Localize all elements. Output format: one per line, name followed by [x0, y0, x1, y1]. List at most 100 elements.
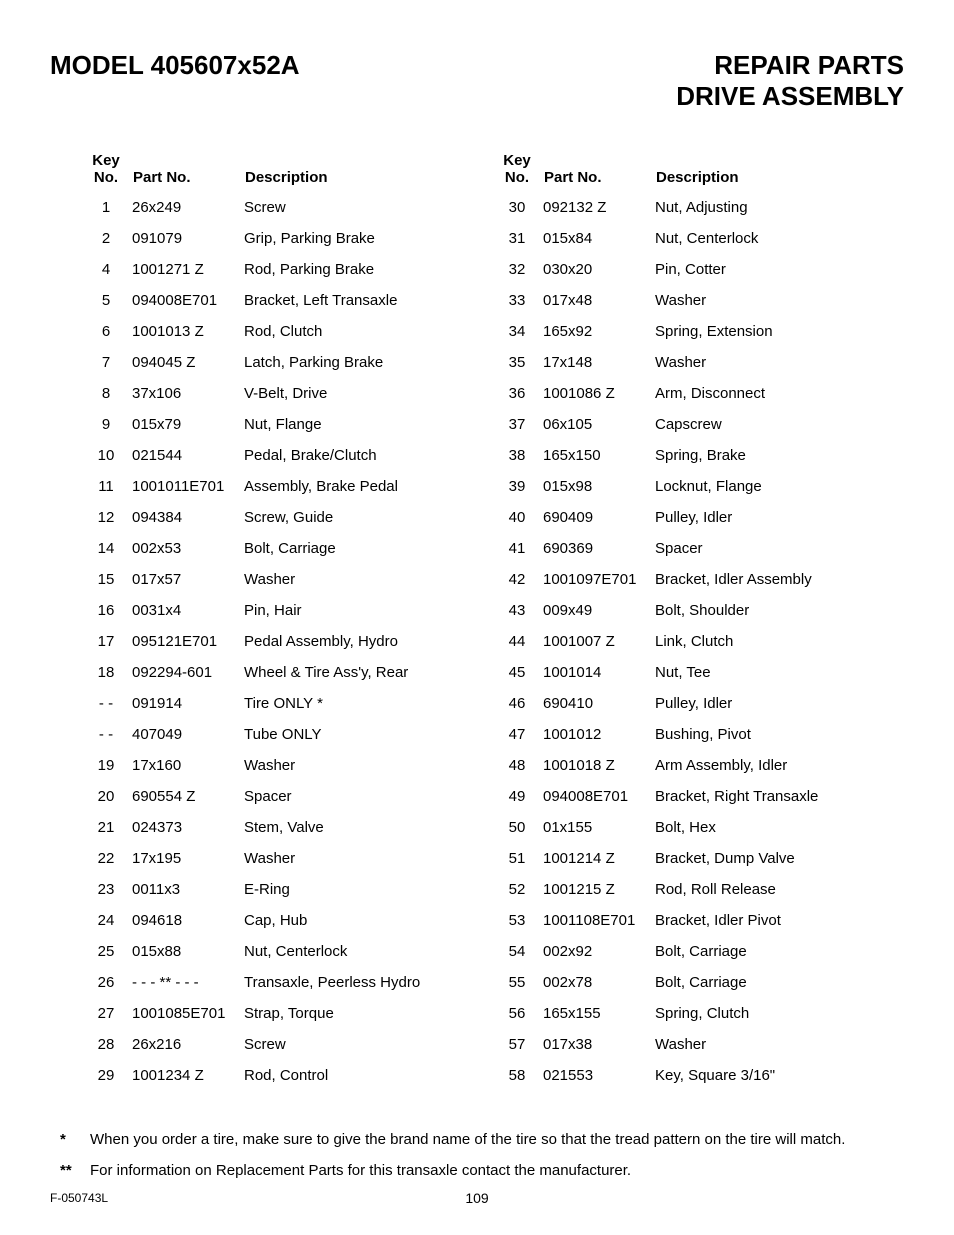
cell-description: Rod, Control	[244, 1060, 463, 1091]
cell-part-no: 1001018 Z	[543, 750, 655, 781]
cell-part-no: 1001214 Z	[543, 843, 655, 874]
table-row: 32030x20Pin, Cotter	[491, 254, 874, 285]
cell-key-no: 47	[491, 719, 543, 750]
cell-key-no: 26	[80, 967, 132, 998]
table-row: 55002x78Bolt, Carriage	[491, 967, 874, 998]
cell-key-no: 21	[80, 812, 132, 843]
table-row: 24094618Cap, Hub	[80, 905, 463, 936]
table-row: 3517x148Washer	[491, 347, 874, 378]
cell-description: Rod, Roll Release	[655, 874, 874, 905]
cell-description: Washer	[244, 843, 463, 874]
table-row: 15017x57Washer	[80, 564, 463, 595]
cell-key-no: 14	[80, 533, 132, 564]
cell-description: Screw	[244, 1029, 463, 1060]
parts-column-right: KeyNo. Part No. Description 30092132 ZNu…	[491, 152, 874, 1091]
cell-description: Screw, Guide	[244, 502, 463, 533]
parts-table-left: KeyNo. Part No. Description 126x249Screw…	[80, 152, 463, 1091]
table-row: 43009x49Bolt, Shoulder	[491, 595, 874, 626]
cell-description: Bolt, Carriage	[655, 936, 874, 967]
table-row: 58021553Key, Square 3/16"	[491, 1060, 874, 1091]
cell-description: Stem, Valve	[244, 812, 463, 843]
cell-key-no: 10	[80, 440, 132, 471]
cell-key-no: 45	[491, 657, 543, 688]
cell-part-no: 165x92	[543, 316, 655, 347]
footnote-text: When you order a tire, make sure to give…	[90, 1131, 845, 1148]
cell-description: Locknut, Flange	[655, 471, 874, 502]
cell-part-no: 06x105	[543, 409, 655, 440]
cell-part-no: 1001086 Z	[543, 378, 655, 409]
table-row: 40690409Pulley, Idler	[491, 502, 874, 533]
cell-key-no: 35	[491, 347, 543, 378]
cell-part-no: 1001013 Z	[132, 316, 244, 347]
cell-part-no: 094045 Z	[132, 347, 244, 378]
cell-description: Nut, Flange	[244, 409, 463, 440]
table-row: 7094045 ZLatch, Parking Brake	[80, 347, 463, 378]
cell-key-no: 42	[491, 564, 543, 595]
cell-key-no: 18	[80, 657, 132, 688]
cell-key-no: 27	[80, 998, 132, 1029]
cell-description: Nut, Tee	[655, 657, 874, 688]
cell-part-no: 26x216	[132, 1029, 244, 1060]
cell-description: Washer	[655, 285, 874, 316]
section-title-line1: REPAIR PARTS	[676, 50, 904, 81]
table-row: 61001013 ZRod, Clutch	[80, 316, 463, 347]
cell-part-no: 091914	[132, 688, 244, 719]
cell-key-no: 50	[491, 812, 543, 843]
cell-description: Screw	[244, 192, 463, 223]
cell-part-no: 26x249	[132, 192, 244, 223]
table-row: 46690410Pulley, Idler	[491, 688, 874, 719]
table-row: 531001108E701Bracket, Idler Pivot	[491, 905, 874, 936]
cell-part-no: 021553	[543, 1060, 655, 1091]
cell-description: Bracket, Dump Valve	[655, 843, 874, 874]
cell-description: Bolt, Carriage	[655, 967, 874, 998]
col-header-desc: Description	[244, 152, 463, 192]
cell-key-no: 56	[491, 998, 543, 1029]
table-header-row: KeyNo. Part No. Description	[491, 152, 874, 192]
table-row: 126x249Screw	[80, 192, 463, 223]
cell-description: Spring, Extension	[655, 316, 874, 347]
page-header: MODEL 405607x52A REPAIR PARTS DRIVE ASSE…	[50, 50, 904, 112]
footnote-mark: **	[60, 1162, 90, 1179]
cell-key-no: 24	[80, 905, 132, 936]
table-row: 511001214 ZBracket, Dump Valve	[491, 843, 874, 874]
footer-doc-code: F-050743L	[50, 1191, 108, 1205]
cell-part-no: 015x88	[132, 936, 244, 967]
cell-key-no: 44	[491, 626, 543, 657]
cell-part-no: 094384	[132, 502, 244, 533]
col-header-key: KeyNo.	[80, 152, 132, 192]
cell-description: Washer	[655, 1029, 874, 1060]
cell-description: Washer	[244, 564, 463, 595]
cell-description: Arm Assembly, Idler	[655, 750, 874, 781]
table-row: 20690554 ZSpacer	[80, 781, 463, 812]
cell-key-no: 19	[80, 750, 132, 781]
cell-part-no: 002x92	[543, 936, 655, 967]
cell-part-no: 009x49	[543, 595, 655, 626]
table-row: 49094008E701Bracket, Right Transaxle	[491, 781, 874, 812]
section-title-line2: DRIVE ASSEMBLY	[676, 81, 904, 112]
cell-key-no: 51	[491, 843, 543, 874]
cell-description: Bolt, Carriage	[244, 533, 463, 564]
cell-description: Key, Square 3/16"	[655, 1060, 874, 1091]
cell-key-no: 23	[80, 874, 132, 905]
col-header-part: Part No.	[543, 152, 655, 192]
cell-key-no: 12	[80, 502, 132, 533]
table-row: 26- - - ** - - -Transaxle, Peerless Hydr…	[80, 967, 463, 998]
cell-part-no: 015x79	[132, 409, 244, 440]
table-row: 160031x4Pin, Hair	[80, 595, 463, 626]
cell-description: Capscrew	[655, 409, 874, 440]
footnotes: *When you order a tire, make sure to giv…	[50, 1131, 904, 1179]
cell-description: Bracket, Left Transaxle	[244, 285, 463, 316]
cell-part-no: 1001097E701	[543, 564, 655, 595]
cell-key-no: 2	[80, 223, 132, 254]
footnote: **For information on Replacement Parts f…	[60, 1162, 904, 1179]
cell-part-no: 092294-601	[132, 657, 244, 688]
table-row: 57017x38Washer	[491, 1029, 874, 1060]
cell-description: V-Belt, Drive	[244, 378, 463, 409]
cell-part-no: 1001007 Z	[543, 626, 655, 657]
table-header-row: KeyNo. Part No. Description	[80, 152, 463, 192]
cell-part-no: 690369	[543, 533, 655, 564]
cell-part-no: 0031x4	[132, 595, 244, 626]
table-row: 9015x79Nut, Flange	[80, 409, 463, 440]
table-row: 2091079Grip, Parking Brake	[80, 223, 463, 254]
table-row: 14002x53Bolt, Carriage	[80, 533, 463, 564]
